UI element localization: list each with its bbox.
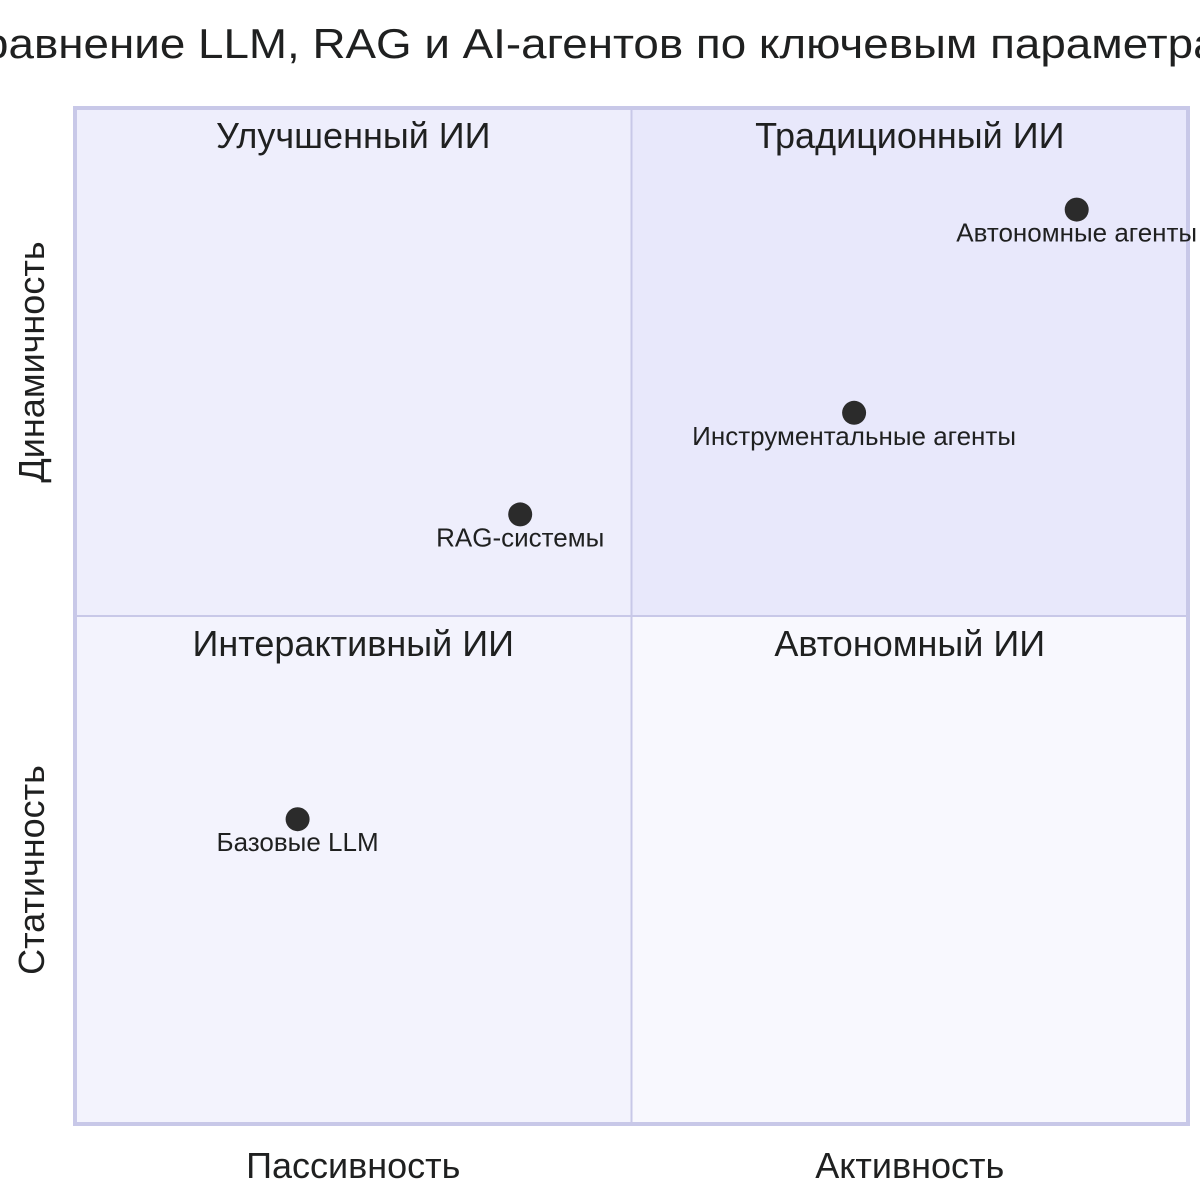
data-point-1 [285, 807, 310, 832]
data-point-label-2: RAG-системы [436, 522, 604, 552]
data-point-2 [508, 502, 533, 527]
data-point-label-4: Автономные агенты [956, 218, 1197, 248]
quadrant-label-bottom-left: Интерактивный ИИ [193, 623, 514, 664]
quadrant-label-top-right: Традиционный ИИ [755, 115, 1064, 156]
quadrant-bottom-right [631, 616, 1188, 1124]
data-point-3 [842, 400, 867, 425]
axis-labels: Пассивность Активность Динамичность Статичн… [11, 241, 1004, 1186]
quadrant-labels: Традиционный ИИ Улучшенный ИИ Интерактивны… [193, 115, 1065, 664]
x-axis-high-label: Активность [815, 1145, 1004, 1186]
data-points: Базовые LLM RAG-системы Инструментальные а… [217, 197, 1197, 857]
quadrant-top-left [75, 108, 632, 616]
chart-title: Сравнение LLM, RAG и AI-агентов по ключе… [0, 20, 1200, 67]
y-axis-high-label: Динамичность [11, 241, 52, 482]
quadrant-label-top-left: Улучшенный ИИ [216, 115, 491, 156]
quadrant-bottom-left [75, 616, 632, 1124]
data-point-label-3: Инструментальные агенты [692, 421, 1016, 451]
quadrant-label-bottom-right: Автономный ИИ [774, 623, 1045, 664]
y-axis-low-label: Статичность [11, 765, 52, 975]
data-point-4 [1064, 197, 1089, 222]
data-point-label-1: Базовые LLM [217, 827, 379, 857]
quadrant-borders [73, 106, 1190, 1126]
x-axis-low-label: Пассивность [246, 1145, 460, 1186]
quadrant-backgrounds [75, 108, 1188, 1124]
quadrant-top-right [631, 108, 1188, 616]
